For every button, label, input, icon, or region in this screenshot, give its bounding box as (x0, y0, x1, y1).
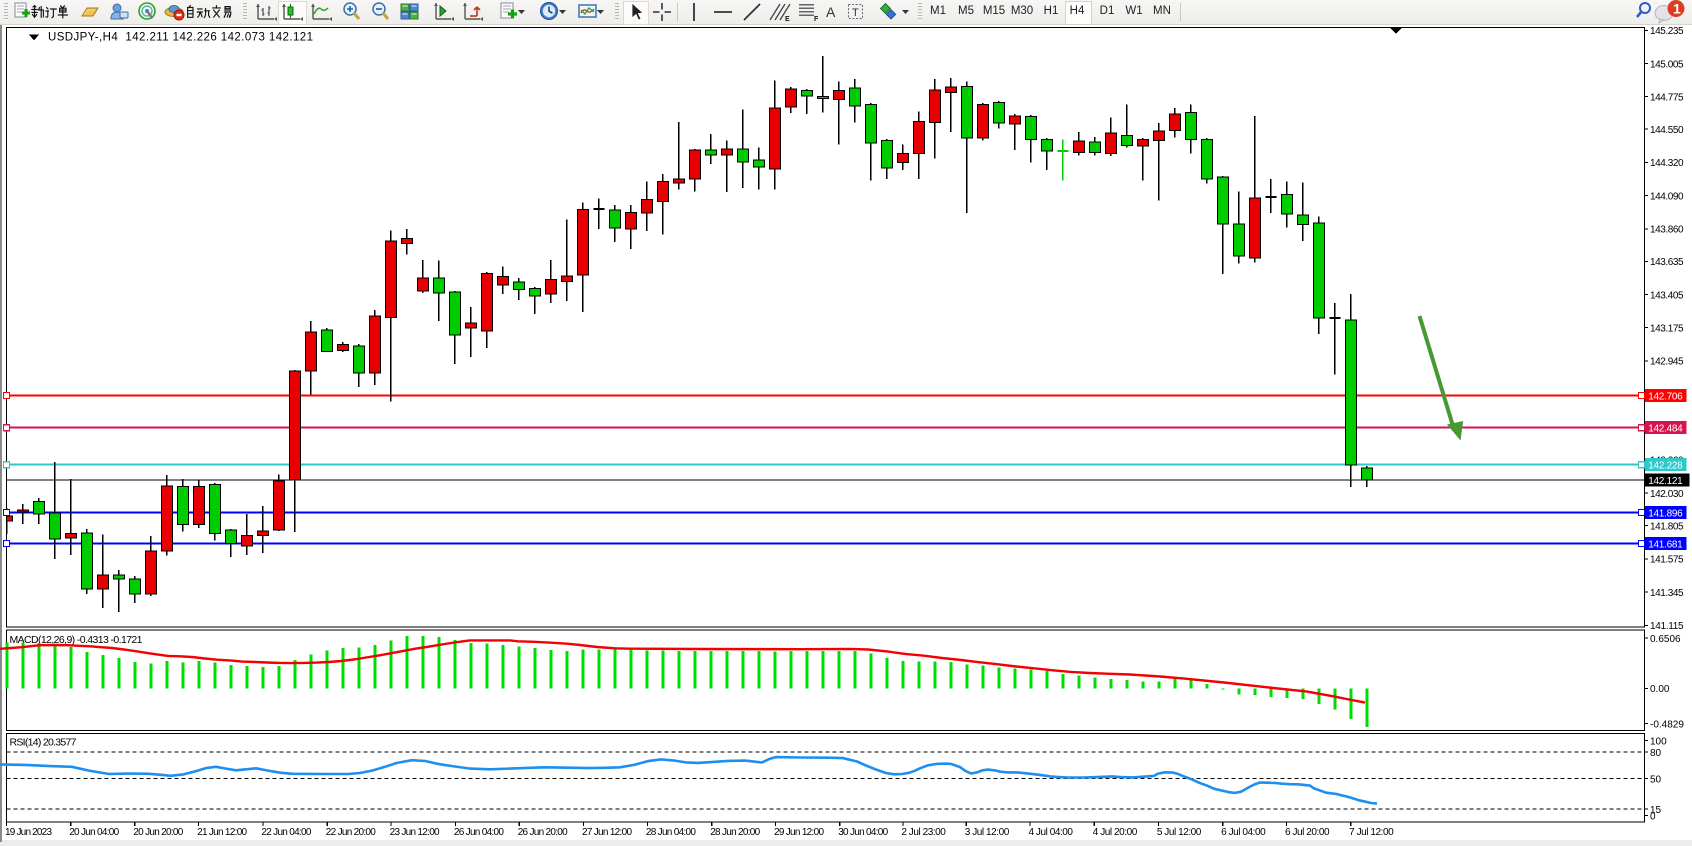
svg-text:141.805: 141.805 (1650, 521, 1684, 532)
svg-text:6 Jul 04:00: 6 Jul 04:00 (1221, 827, 1266, 838)
svg-text:15: 15 (1650, 805, 1662, 816)
svg-text:20 Jun 04:00: 20 Jun 04:00 (69, 827, 119, 838)
svg-text:144.775: 144.775 (1650, 93, 1684, 104)
svg-text:143.405: 143.405 (1650, 290, 1684, 301)
svg-text:26 Jun 20:00: 26 Jun 20:00 (518, 827, 568, 838)
svg-text:22 Jun 20:00: 22 Jun 20:00 (326, 827, 376, 838)
svg-text:142.030: 142.030 (1650, 489, 1684, 500)
svg-text:4 Jul 04:00: 4 Jul 04:00 (1028, 827, 1073, 838)
svg-text:7 Jul 12:00: 7 Jul 12:00 (1349, 827, 1394, 838)
svg-text:141.896: 141.896 (1648, 508, 1683, 519)
svg-text:80: 80 (1650, 748, 1662, 759)
svg-text:142.121: 142.121 (1648, 476, 1683, 487)
svg-text:22 Jun 04:00: 22 Jun 04:00 (261, 827, 311, 838)
svg-text:28 Jun 20:00: 28 Jun 20:00 (710, 827, 760, 838)
svg-text:143.175: 143.175 (1650, 324, 1684, 335)
svg-text:141.345: 141.345 (1650, 588, 1684, 599)
svg-text:20 Jun 20:00: 20 Jun 20:00 (133, 827, 183, 838)
svg-text:1: 1 (1673, 1, 1681, 17)
svg-text:RSI(14) 20.3577: RSI(14) 20.3577 (10, 736, 77, 748)
svg-text:143.860: 143.860 (1650, 225, 1684, 236)
svg-text:144.090: 144.090 (1650, 191, 1684, 202)
svg-text:26 Jun 04:00: 26 Jun 04:00 (454, 827, 504, 838)
svg-text:21 Jun 12:00: 21 Jun 12:00 (197, 827, 247, 838)
svg-text:141.115: 141.115 (1650, 621, 1684, 632)
svg-text:142.945: 142.945 (1650, 357, 1684, 368)
svg-text:5 Jul 12:00: 5 Jul 12:00 (1157, 827, 1202, 838)
svg-text:144.320: 144.320 (1650, 158, 1684, 169)
svg-text:19 Jun 2023: 19 Jun 2023 (5, 827, 52, 838)
svg-text:0.6506: 0.6506 (1650, 634, 1681, 645)
svg-text:E: E (785, 16, 790, 23)
svg-text:100: 100 (1650, 737, 1667, 748)
svg-text:0: 0 (1650, 811, 1656, 822)
svg-text:-0.4829: -0.4829 (1650, 719, 1684, 730)
svg-text:T: T (852, 7, 859, 19)
svg-text:142.484: 142.484 (1648, 423, 1683, 434)
svg-text:145.005: 145.005 (1650, 59, 1684, 70)
svg-text:4 Jul 20:00: 4 Jul 20:00 (1093, 827, 1138, 838)
svg-text:29 Jun 12:00: 29 Jun 12:00 (774, 827, 824, 838)
svg-text:28 Jun 04:00: 28 Jun 04:00 (646, 827, 696, 838)
svg-text:2 Jul 23:00: 2 Jul 23:00 (901, 827, 946, 838)
svg-text:USDJPY-,H4 142.211 142.226 14: USDJPY-,H4 142.211 142.226 142.073 142.1… (48, 32, 313, 44)
svg-text:27 Jun 12:00: 27 Jun 12:00 (582, 827, 632, 838)
svg-text:23 Jun 12:00: 23 Jun 12:00 (390, 827, 440, 838)
svg-text:3 Jul 12:00: 3 Jul 12:00 (965, 827, 1010, 838)
svg-text:0.00: 0.00 (1650, 684, 1670, 695)
svg-text:141.681: 141.681 (1648, 539, 1683, 550)
svg-text:144.550: 144.550 (1650, 125, 1684, 136)
svg-text:142.228: 142.228 (1648, 460, 1683, 471)
svg-text:30 Jun 04:00: 30 Jun 04:00 (838, 827, 888, 838)
svg-text:50: 50 (1650, 774, 1662, 785)
svg-text:F: F (814, 16, 819, 23)
svg-text:145.235: 145.235 (1650, 26, 1684, 37)
svg-text:MACD(12,26,9) -0.4313 -0.1721: MACD(12,26,9) -0.4313 -0.1721 (10, 634, 143, 646)
svg-text:6 Jul 20:00: 6 Jul 20:00 (1285, 827, 1330, 838)
svg-text:142.706: 142.706 (1648, 391, 1683, 402)
svg-text:141.575: 141.575 (1650, 555, 1684, 566)
svg-text:143.635: 143.635 (1650, 257, 1684, 268)
